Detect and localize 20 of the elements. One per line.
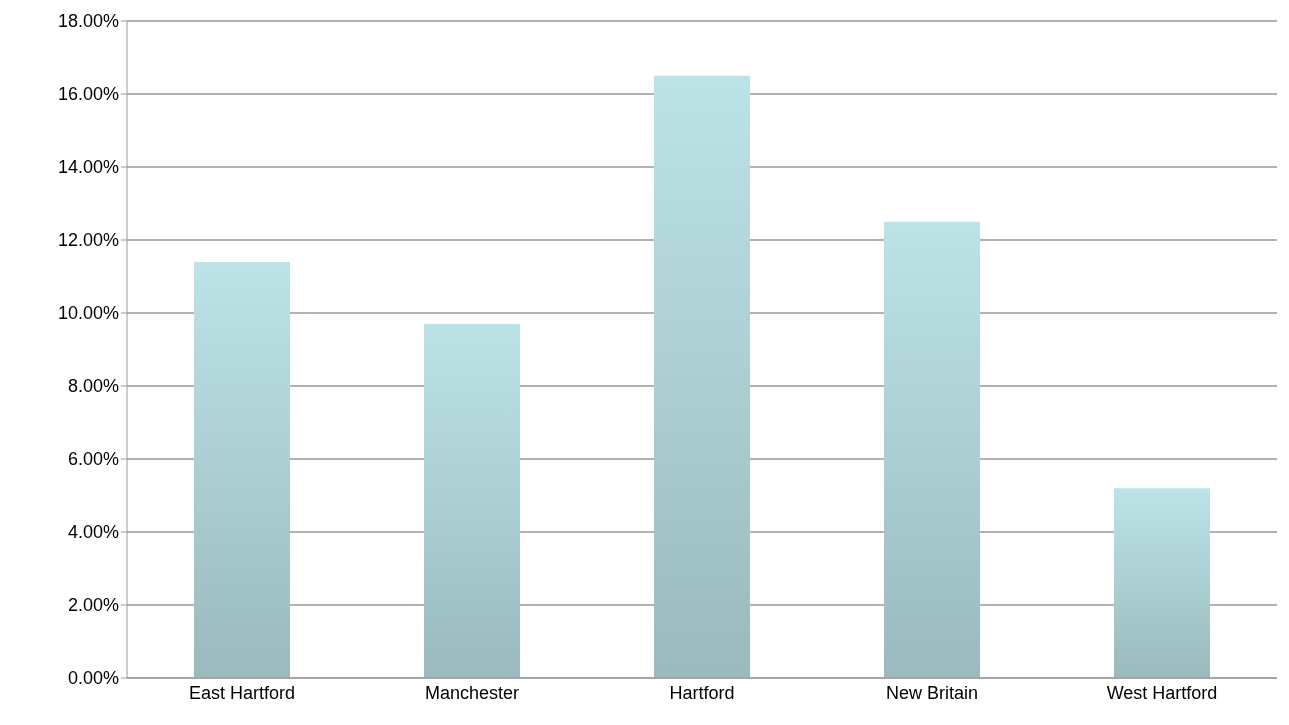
y-tick-label: 12.00% xyxy=(57,230,119,251)
y-tick-label: 18.00% xyxy=(57,11,119,32)
y-tick-label: 0.00% xyxy=(67,668,119,689)
x-tick-label: New Britain xyxy=(885,682,979,703)
y-tick-label: 6.00% xyxy=(67,449,119,470)
x-tick-label: West Hartford xyxy=(1106,682,1218,703)
y-tick-label: 10.00% xyxy=(57,303,119,324)
y-tick-label: 8.00% xyxy=(67,376,119,397)
x-tick-label: Manchester xyxy=(424,682,520,703)
bar xyxy=(424,323,520,678)
y-tick-label: 4.00% xyxy=(67,522,119,543)
x-tick-label: Hartford xyxy=(669,682,735,703)
bar xyxy=(1114,488,1210,678)
y-tick-label: 2.00% xyxy=(67,595,119,616)
bar xyxy=(654,75,750,678)
bar xyxy=(194,261,290,678)
bar xyxy=(884,221,980,678)
y-tick-label: 14.00% xyxy=(57,157,119,178)
x-tick-label: East Hartford xyxy=(188,682,296,703)
y-tick-label: 16.00% xyxy=(57,84,119,105)
